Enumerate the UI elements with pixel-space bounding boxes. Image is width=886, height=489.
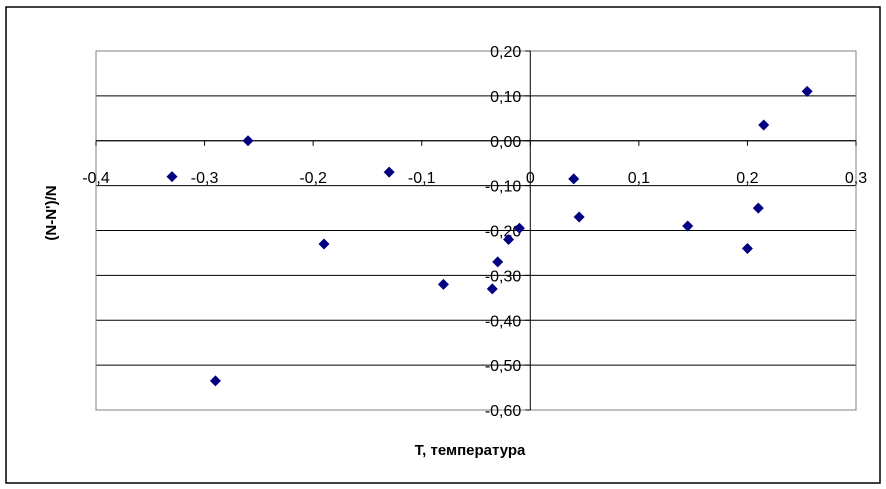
- data-point: [492, 256, 504, 268]
- data-point: [437, 278, 449, 290]
- data-point: [741, 242, 753, 254]
- y-axis-label: (N-N')/N: [43, 185, 60, 240]
- x-tick-label: -0,3: [191, 170, 219, 187]
- y-tick-label: -0,60: [485, 403, 522, 420]
- x-tick-label: 0,1: [628, 170, 650, 187]
- data-point: [682, 220, 694, 232]
- y-tick-label: 0,00: [490, 134, 521, 151]
- data-point: [568, 173, 580, 185]
- data-point: [383, 166, 395, 178]
- y-tick-label: 0,20: [490, 44, 521, 61]
- y-tick-label: -0,10: [485, 179, 522, 196]
- y-tick-label: 0,10: [490, 89, 521, 106]
- y-tick-label: -0,20: [485, 224, 522, 241]
- x-tick-label: -0,2: [299, 170, 327, 187]
- x-tick-label: 0,3: [845, 170, 867, 187]
- data-point: [758, 119, 770, 131]
- data-point: [166, 171, 178, 183]
- data-point: [486, 283, 498, 295]
- data-point: [209, 375, 221, 387]
- data-point: [503, 233, 515, 245]
- y-tick-label: -0,40: [485, 313, 522, 330]
- x-tick-label: -0,1: [408, 170, 436, 187]
- data-point: [242, 135, 254, 147]
- x-axis-label: T, температура: [415, 442, 526, 459]
- data-point: [513, 222, 525, 234]
- data-point: [318, 238, 330, 250]
- x-tick-label: 0: [526, 170, 535, 187]
- x-tick-label: -0,4: [82, 170, 110, 187]
- plot-area: [95, 50, 857, 411]
- chart-border: [5, 6, 881, 484]
- data-point: [752, 202, 764, 214]
- data-point: [573, 211, 585, 223]
- y-tick-label: -0,30: [485, 268, 522, 285]
- data-point: [801, 85, 813, 97]
- x-tick-label: 0,2: [736, 170, 758, 187]
- y-tick-label: -0,50: [485, 358, 522, 375]
